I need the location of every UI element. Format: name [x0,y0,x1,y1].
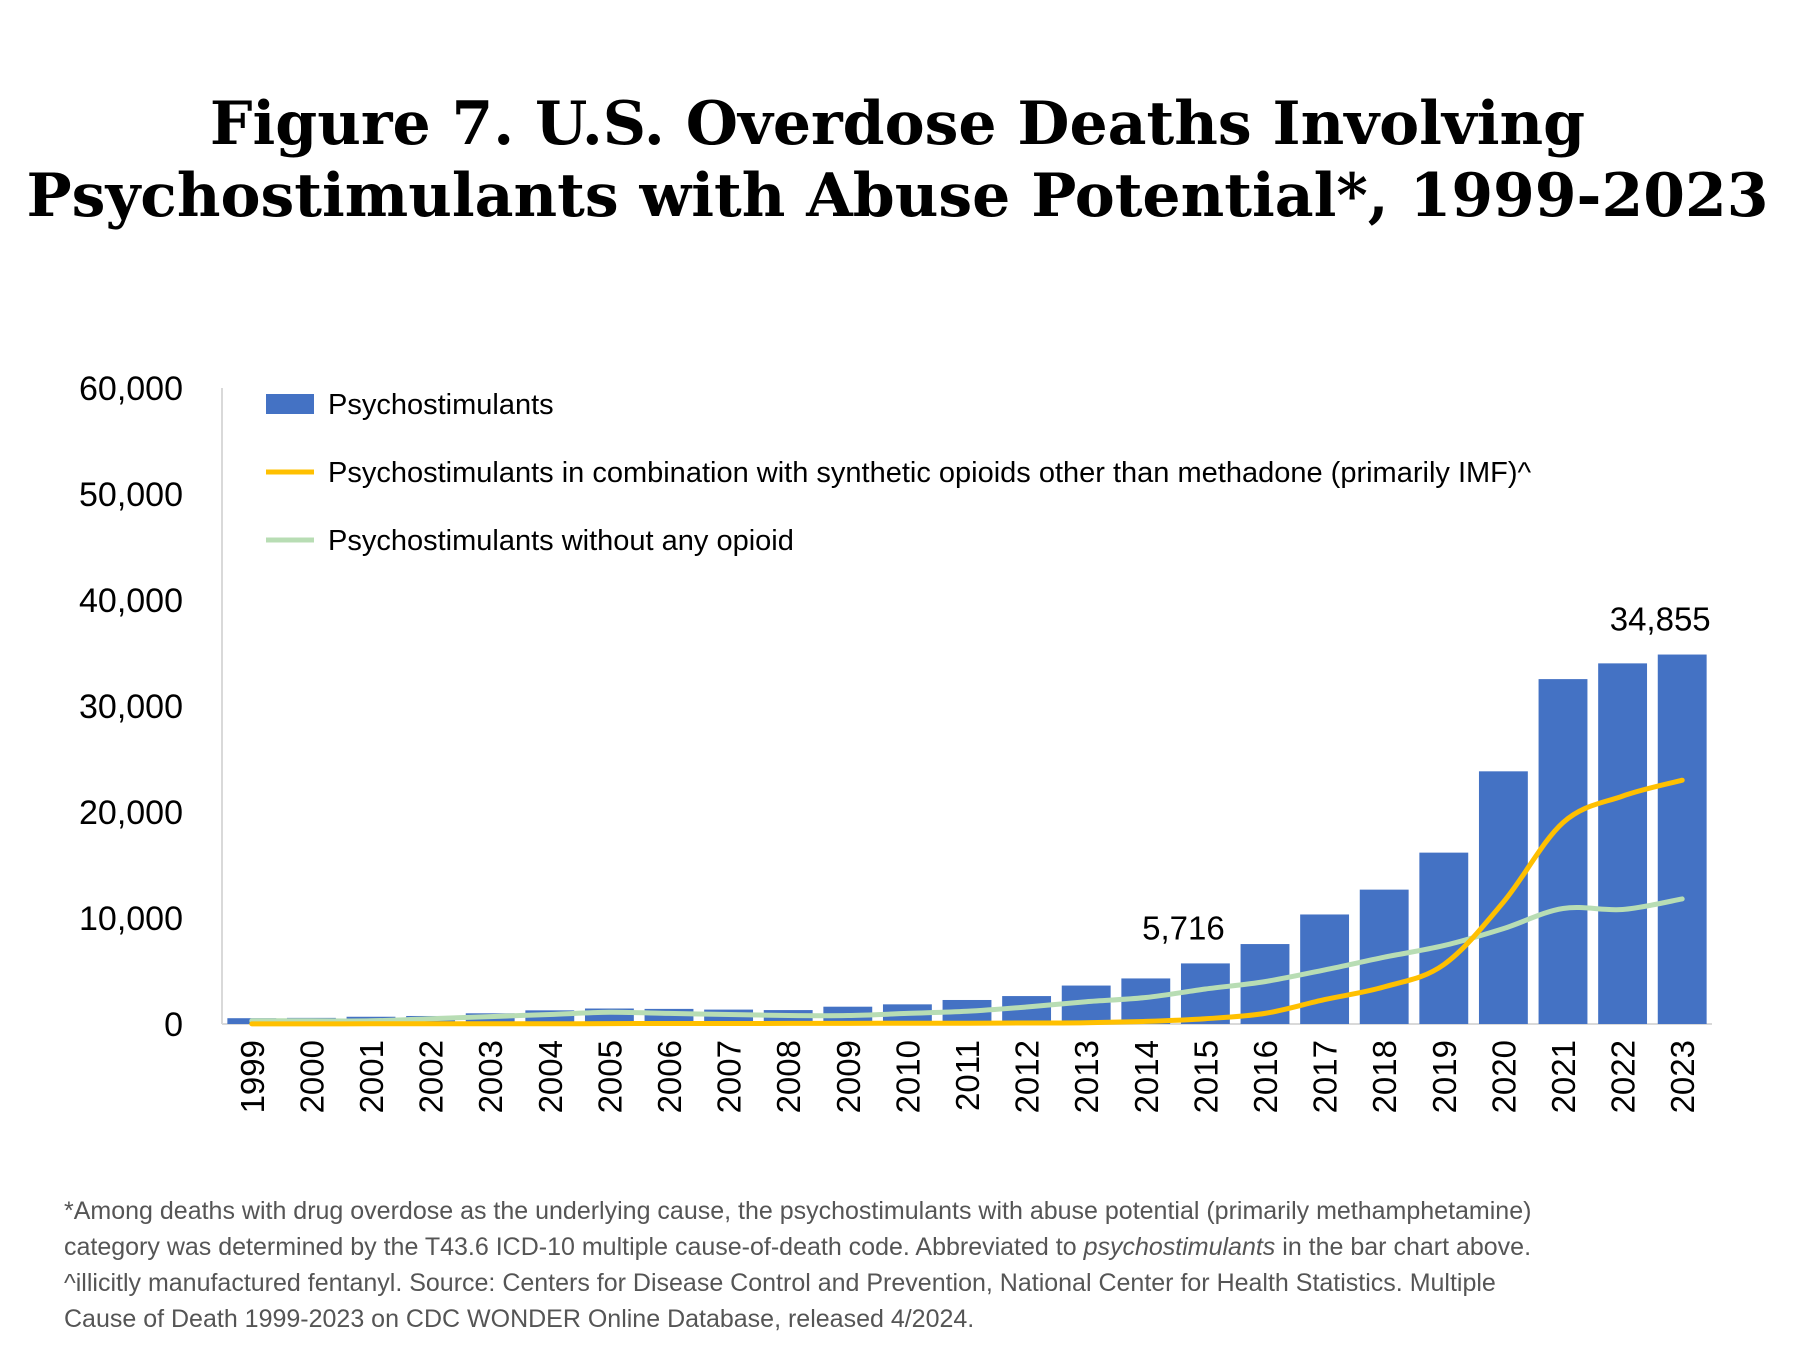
y-tick-label: 20,000 [79,794,183,832]
footnote-line2-italic: psychostimulants [1083,1233,1276,1261]
footnote-line4: Cause of Death 1999-2023 on CDC WONDER O… [64,1305,975,1333]
combo-opioid-line [249,777,1685,1027]
line-series [249,777,1685,1027]
chart-title: Figure 7. U.S. Overdose Deaths Involving… [0,88,1795,232]
legend-label-bars: Psychostimulants [328,389,554,421]
legend: Psychostimulants Psychostimulants in comb… [266,389,1532,557]
x-tick-label: 2011 [949,1040,986,1111]
x-tick-label: 2002 [413,1040,450,1113]
x-tick-label: 2008 [770,1040,807,1113]
x-tick-label: 2012 [1009,1040,1046,1113]
y-tick-label: 40,000 [79,582,183,620]
x-tick-label: 2017 [1307,1040,1344,1113]
x-tick-label: 2023 [1664,1040,1701,1113]
y-axis-ticks: 0 10,000 20,000 30,000 40,000 50,000 60,000 [79,370,183,1044]
chart-title-line1: Figure 7. U.S. Overdose Deaths Involving [209,89,1586,159]
footnote-line1: *Among deaths with drug overdose as the … [64,1197,1532,1225]
y-tick-label: 0 [164,1006,183,1044]
x-tick-label: 2016 [1247,1040,1284,1113]
x-tick-label: 2018 [1366,1040,1403,1113]
y-tick-label: 60,000 [79,370,183,408]
x-tick-label: 2010 [889,1040,926,1113]
x-tick-label: 2021 [1545,1040,1582,1113]
legend-label-combo: Psychostimulants in combination with syn… [328,457,1532,489]
bar-2020 [1478,771,1528,1024]
x-tick-label: 1999 [234,1040,271,1113]
x-tick-label: 2014 [1128,1040,1165,1113]
y-tick-label: 30,000 [79,688,183,726]
y-tick-label: 50,000 [79,476,183,514]
x-tick-label: 2020 [1485,1040,1522,1113]
no-opioid-line [249,896,1685,1024]
x-tick-label: 2022 [1605,1040,1642,1113]
x-tick-label: 2009 [830,1040,867,1113]
x-tick-label: 2003 [472,1040,509,1113]
x-tick-label: 2005 [591,1040,628,1113]
x-tick-label: 2006 [651,1040,688,1113]
bar-series [227,654,1707,1024]
legend-label-no-opioid: Psychostimulants without any opioid [328,525,794,557]
footnote-line2-end: in the bar chart above. [1275,1233,1532,1261]
x-tick-label: 2004 [532,1040,569,1113]
data-label-2023: 34,855 [1610,601,1711,638]
data-labels: 5,716 34,855 [1142,601,1711,947]
footnote-line2-start: category was determined by the T43.6 ICD… [64,1233,1084,1261]
x-tick-label: 2013 [1068,1040,1105,1113]
x-tick-label: 2001 [353,1040,390,1113]
data-label-2015: 5,716 [1142,909,1225,946]
footnote-line3: ^illicitly manufactured fentanyl. Source… [64,1269,1496,1297]
x-tick-label: 2015 [1187,1040,1224,1113]
x-tick-label: 2007 [711,1040,748,1113]
bar-2019 [1419,852,1469,1024]
x-tick-label: 2019 [1426,1040,1463,1113]
y-tick-label: 10,000 [79,900,183,938]
chart-title-line2: Psychostimulants with Abuse Potential*, … [26,161,1769,231]
footnote-line2: category was determined by the T43.6 ICD… [64,1229,1764,1265]
footnote: *Among deaths with drug overdose as the … [64,1193,1764,1337]
bar-2022 [1598,663,1648,1024]
legend-swatch-bars [266,394,314,414]
bar-2023 [1657,654,1707,1024]
bar-2021 [1538,679,1588,1024]
x-axis-ticks: 1999 2000 2001 2002 2003 2004 2005 2006 2007 2008… [234,1040,1701,1113]
x-tick-label: 2000 [293,1040,330,1113]
